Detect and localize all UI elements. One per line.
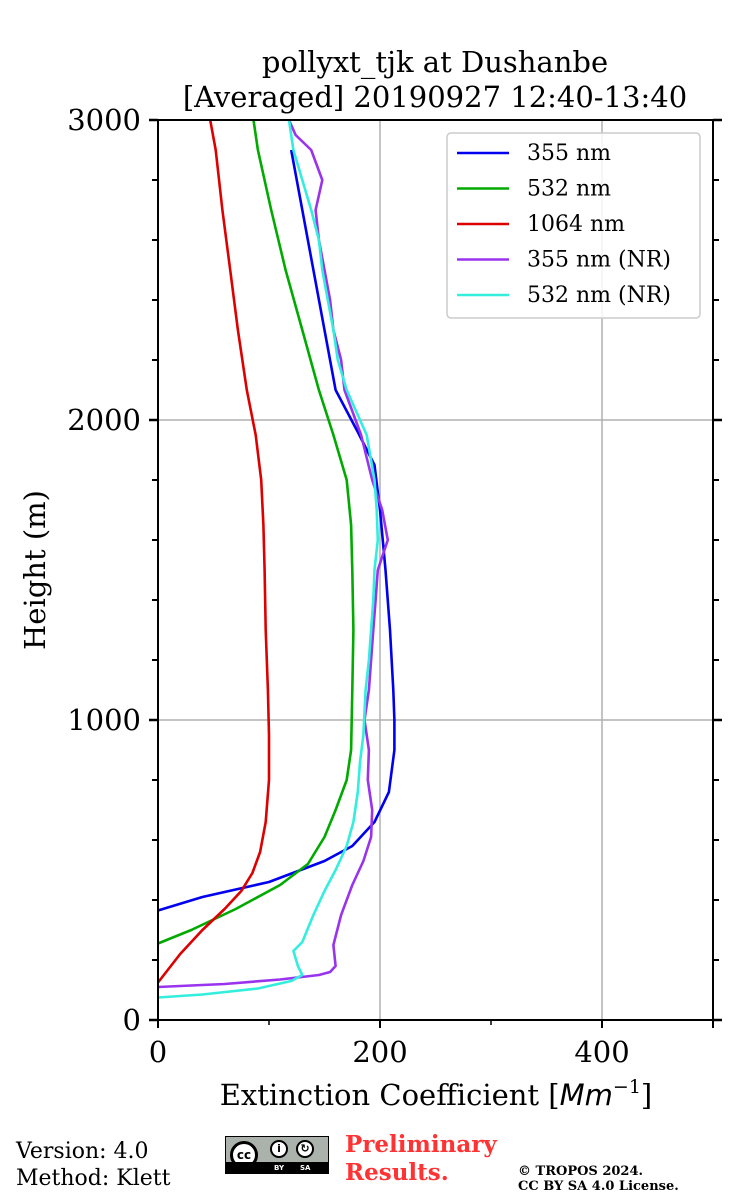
chart-title-line2: [Averaged] 20190927 12:40-13:40 xyxy=(183,80,687,114)
x-tick-label: 200 xyxy=(352,1035,407,1069)
legend-label-2: 1064 nm xyxy=(527,212,625,237)
series-line-0 xyxy=(157,149,396,912)
version-text: Version: 4.0 xyxy=(16,1139,149,1164)
preliminary-line1: Preliminary xyxy=(345,1131,497,1158)
legend: 355 nm 532 nm 1064 nm 355 nm (NR) 532 nm (NR… xyxy=(446,132,701,319)
legend-label-3: 355 nm (NR) xyxy=(527,248,671,273)
axis-ticks: 0 200 400 0 1000 2000 3000 xyxy=(67,103,722,1069)
legend-label-4: 532 nm (NR) xyxy=(527,283,671,308)
series-lines xyxy=(156,119,396,999)
x-tick-label: 400 xyxy=(574,1035,629,1069)
cc-sa-label: SA xyxy=(300,1164,311,1172)
series-line-2 xyxy=(156,119,271,984)
preliminary-line2: Results. xyxy=(345,1159,449,1186)
copyright-line2: CC BY SA 4.0 License. xyxy=(518,1179,679,1194)
method-text: Method: Klett xyxy=(16,1166,171,1191)
y-tick-label: 2000 xyxy=(67,403,141,437)
plot-frame xyxy=(157,119,714,1021)
cc-license-badge[interactable]: cc i ↻ BY SA xyxy=(225,1136,329,1174)
copyright-line1: © TROPOS 2024. xyxy=(518,1164,644,1179)
copyright-notice: © TROPOS 2024. CC BY SA 4.0 License. xyxy=(518,1164,679,1194)
preliminary-notice: Preliminary Results. xyxy=(345,1131,497,1187)
chart-title-line1: pollyxt_tjk at Dushanbe xyxy=(262,45,608,80)
share-alike-icon: ↻ xyxy=(296,1140,314,1158)
x-axis-label: Extinction Coefficient [Mm−1] xyxy=(220,1076,653,1112)
y-tick-label: 0 xyxy=(123,1003,141,1037)
footer-info: Version: 4.0 Method: Klett xyxy=(16,1138,170,1192)
y-axis-label: Height (m) xyxy=(18,490,52,650)
y-tick-label: 1000 xyxy=(67,703,141,737)
legend-label-0: 355 nm xyxy=(527,141,611,166)
attribution-icon: i xyxy=(270,1140,288,1158)
series-line-4 xyxy=(157,119,380,999)
legend-label-1: 532 nm xyxy=(527,177,611,202)
series-line-1 xyxy=(157,119,355,945)
series-line-3 xyxy=(157,119,390,989)
x-tick-label: 0 xyxy=(149,1035,167,1069)
y-tick-label: 3000 xyxy=(67,103,141,137)
legend-box xyxy=(446,132,701,319)
cc-by-label: BY xyxy=(274,1164,285,1172)
cc-badge-bar xyxy=(226,1162,328,1173)
